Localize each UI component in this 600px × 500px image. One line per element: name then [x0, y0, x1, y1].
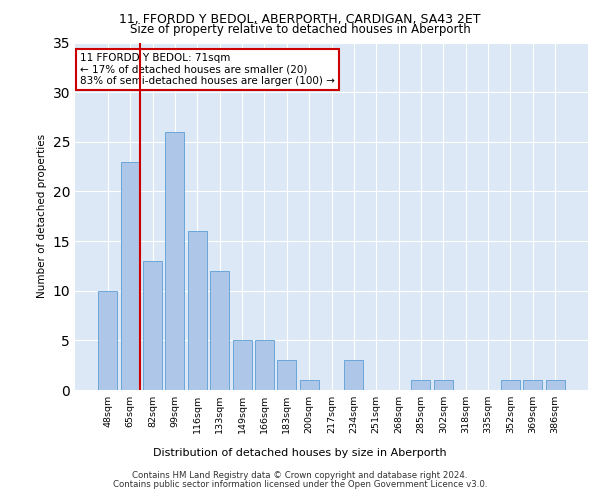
Bar — [501, 380, 520, 390]
Bar — [143, 261, 162, 390]
Bar — [277, 360, 296, 390]
Text: Contains public sector information licensed under the Open Government Licence v3: Contains public sector information licen… — [113, 480, 487, 489]
Bar — [344, 360, 364, 390]
Bar — [412, 380, 430, 390]
Bar — [166, 132, 184, 390]
Text: 11, FFORDD Y BEDOL, ABERPORTH, CARDIGAN, SA43 2ET: 11, FFORDD Y BEDOL, ABERPORTH, CARDIGAN,… — [119, 12, 481, 26]
Bar — [121, 162, 140, 390]
Bar — [523, 380, 542, 390]
Bar — [255, 340, 274, 390]
Bar — [545, 380, 565, 390]
Text: 11 FFORDD Y BEDOL: 71sqm
← 17% of detached houses are smaller (20)
83% of semi-d: 11 FFORDD Y BEDOL: 71sqm ← 17% of detach… — [80, 53, 335, 86]
Text: Contains HM Land Registry data © Crown copyright and database right 2024.: Contains HM Land Registry data © Crown c… — [132, 471, 468, 480]
Y-axis label: Number of detached properties: Number of detached properties — [37, 134, 47, 298]
Bar — [98, 290, 118, 390]
Bar — [434, 380, 453, 390]
Text: Distribution of detached houses by size in Aberporth: Distribution of detached houses by size … — [153, 448, 447, 458]
Bar — [299, 380, 319, 390]
Text: Size of property relative to detached houses in Aberporth: Size of property relative to detached ho… — [130, 22, 470, 36]
Bar — [210, 271, 229, 390]
Bar — [188, 231, 207, 390]
Bar — [233, 340, 251, 390]
